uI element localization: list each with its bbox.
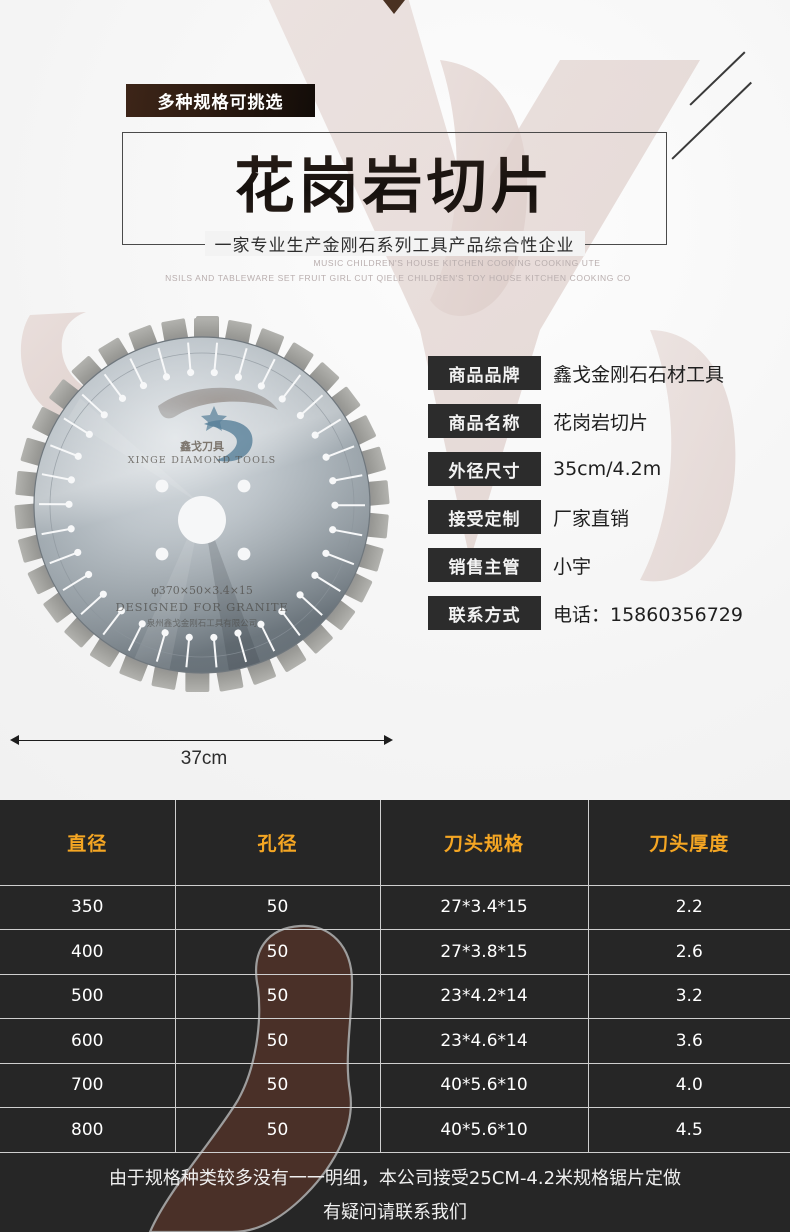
blade-company-cn: 泉州鑫戈金刚石工具有限公司 xyxy=(147,618,258,629)
variants-badge-label: 多种规格可挑选 xyxy=(157,93,284,113)
cell-segment: 23*4.2*14 xyxy=(380,974,589,1019)
table-footer-note: 由于规格种类较多没有一一明细，本公司接受25CM-4.2米规格锯片定做 有疑问请… xyxy=(0,1162,790,1230)
table-header-segment-spec: 刀头规格 xyxy=(380,800,589,886)
cell-segment: 40*5.6*10 xyxy=(380,1107,589,1153)
english-caption-line-1: MUSIC CHILDREN'S HOUSE KITCHEN COOKING C… xyxy=(313,258,601,268)
blade-brand-en: XINGE DIAMOND TOOLS xyxy=(128,455,277,466)
cell-segment: 40*5.6*10 xyxy=(380,1063,589,1108)
spec-row-sales-manager: 销售主管 小宇 xyxy=(428,548,778,582)
spec-row-brand: 商品品牌 鑫戈金刚石石材工具 xyxy=(428,356,778,390)
cell-bore: 50 xyxy=(175,1018,381,1064)
spec-value-customization: 厂家直销 xyxy=(553,507,630,530)
cell-bore: 50 xyxy=(175,929,381,975)
cell-diameter: 500 xyxy=(0,974,176,1019)
spec-row-customization: 接受定制 厂家直销 xyxy=(428,500,778,534)
top-triangle-notch xyxy=(383,0,405,14)
page-subtitle: 一家专业生产金刚石系列工具产品综合性企业 xyxy=(204,231,585,256)
table-row: 700 50 40*5.6*10 4.0 xyxy=(0,1063,790,1108)
cell-bore: 50 xyxy=(175,885,381,930)
specification-list: 商品品牌 鑫戈金刚石石材工具 商品名称 花岗岩切片 外径尺寸 35cm/4.2m… xyxy=(428,356,778,644)
cell-bore: 50 xyxy=(175,1107,381,1153)
cell-diameter: 400 xyxy=(0,929,176,975)
dimension-label: 37cm xyxy=(180,748,228,769)
blade-mounting-holes xyxy=(155,479,251,561)
cell-segment: 27*3.8*15 xyxy=(380,929,589,975)
spec-value-brand: 鑫戈金刚石石材工具 xyxy=(553,363,725,386)
blade-center-bore xyxy=(178,496,226,544)
dimension-arrow-left xyxy=(10,735,19,745)
blade-specification-table: 直径 孔径 刀头规格 刀头厚度 350 50 27*3.4*15 2.2 400 xyxy=(0,800,790,1153)
cell-thickness: 4.0 xyxy=(588,1063,790,1108)
spec-row-outer-diameter: 外径尺寸 35cm/4.2m xyxy=(428,452,778,486)
cell-thickness: 3.6 xyxy=(588,1018,790,1064)
spec-label-contact: 联系方式 xyxy=(428,596,541,630)
table-note-line-2: 有疑问请联系我们 xyxy=(323,1202,467,1223)
spec-value-product-name: 花岗岩切片 xyxy=(553,411,649,434)
blade-brand-cn: 鑫戈刀具 xyxy=(179,439,224,453)
page-title: 花岗岩切片 xyxy=(122,138,667,225)
table-header-bore: 孔径 xyxy=(175,800,381,886)
spec-row-product-name: 商品名称 花岗岩切片 xyxy=(428,404,778,438)
spec-label-brand: 商品品牌 xyxy=(428,356,541,390)
saw-blade-product-image: 鑫戈刀具 XINGE DIAMOND TOOLS φ370×50×3.4×15 … xyxy=(8,298,408,718)
blade-designed-for: DESIGNED FOR GRANITE xyxy=(115,600,288,614)
cell-segment: 23*4.6*14 xyxy=(380,1018,589,1064)
dimension-line xyxy=(17,740,391,741)
subtitle-container: 一家专业生产金刚石系列工具产品综合性企业 xyxy=(122,231,667,256)
cell-diameter: 600 xyxy=(0,1018,176,1064)
spec-label-product-name: 商品名称 xyxy=(428,404,541,438)
cell-bore: 50 xyxy=(175,1063,381,1108)
table-row: 350 50 27*3.4*15 2.2 xyxy=(0,885,790,930)
table-header-row: 直径 孔径 刀头规格 刀头厚度 xyxy=(0,800,790,886)
spec-label-sales-manager: 销售主管 xyxy=(428,548,541,582)
specification-table-section: 直径 孔径 刀头规格 刀头厚度 350 50 27*3.4*15 2.2 400 xyxy=(0,800,790,1232)
blade-gullet-slots xyxy=(38,342,366,668)
table-row: 600 50 23*4.6*14 3.6 xyxy=(0,1018,790,1064)
spec-row-contact: 联系方式 电话：15860356729 xyxy=(428,596,778,630)
table-note-line-1: 由于规格种类较多没有一一明细，本公司接受25CM-4.2米规格锯片定做 xyxy=(108,1168,682,1189)
table-row: 800 50 40*5.6*10 4.5 xyxy=(0,1107,790,1153)
cell-diameter: 700 xyxy=(0,1063,176,1108)
english-caption-line-2: NSILS AND TABLEWARE SET FRUIT GIRL CUT Q… xyxy=(165,273,631,283)
table-row: 400 50 27*3.8*15 2.6 xyxy=(0,929,790,975)
table-row: 500 50 23*4.2*14 3.2 xyxy=(0,974,790,1019)
dimension-arrow-right xyxy=(384,735,393,745)
cell-diameter: 350 xyxy=(0,885,176,930)
cell-segment: 27*3.4*15 xyxy=(380,885,589,930)
cell-thickness: 4.5 xyxy=(588,1107,790,1153)
cell-bore: 50 xyxy=(175,974,381,1019)
spec-label-outer-diameter: 外径尺寸 xyxy=(428,452,541,486)
table-header-segment-thickness: 刀头厚度 xyxy=(588,800,790,886)
blade-spec-engraving: φ370×50×3.4×15 xyxy=(151,584,253,597)
cell-diameter: 800 xyxy=(0,1107,176,1153)
variants-badge: 多种规格可挑选 xyxy=(126,84,315,117)
cell-thickness: 2.2 xyxy=(588,885,790,930)
cell-thickness: 3.2 xyxy=(588,974,790,1019)
blade-brand-logo xyxy=(158,387,278,462)
table-header-diameter: 直径 xyxy=(0,800,176,886)
spec-label-customization: 接受定制 xyxy=(428,500,541,534)
spec-value-contact: 电话：15860356729 xyxy=(553,603,743,626)
spec-value-sales-manager: 小宇 xyxy=(553,555,592,578)
cell-thickness: 2.6 xyxy=(588,929,790,975)
spec-value-outer-diameter: 35cm/4.2m xyxy=(553,458,662,480)
